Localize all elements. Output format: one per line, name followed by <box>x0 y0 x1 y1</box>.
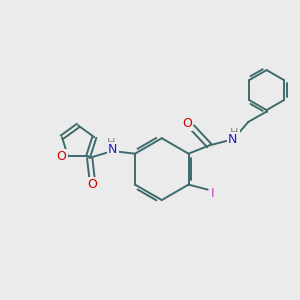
Text: H: H <box>107 138 115 148</box>
Text: I: I <box>211 187 215 200</box>
Text: O: O <box>57 150 67 163</box>
Text: N: N <box>228 133 237 146</box>
Text: O: O <box>87 178 97 191</box>
Text: O: O <box>182 117 192 130</box>
Text: H: H <box>230 128 239 138</box>
Text: N: N <box>108 143 118 156</box>
